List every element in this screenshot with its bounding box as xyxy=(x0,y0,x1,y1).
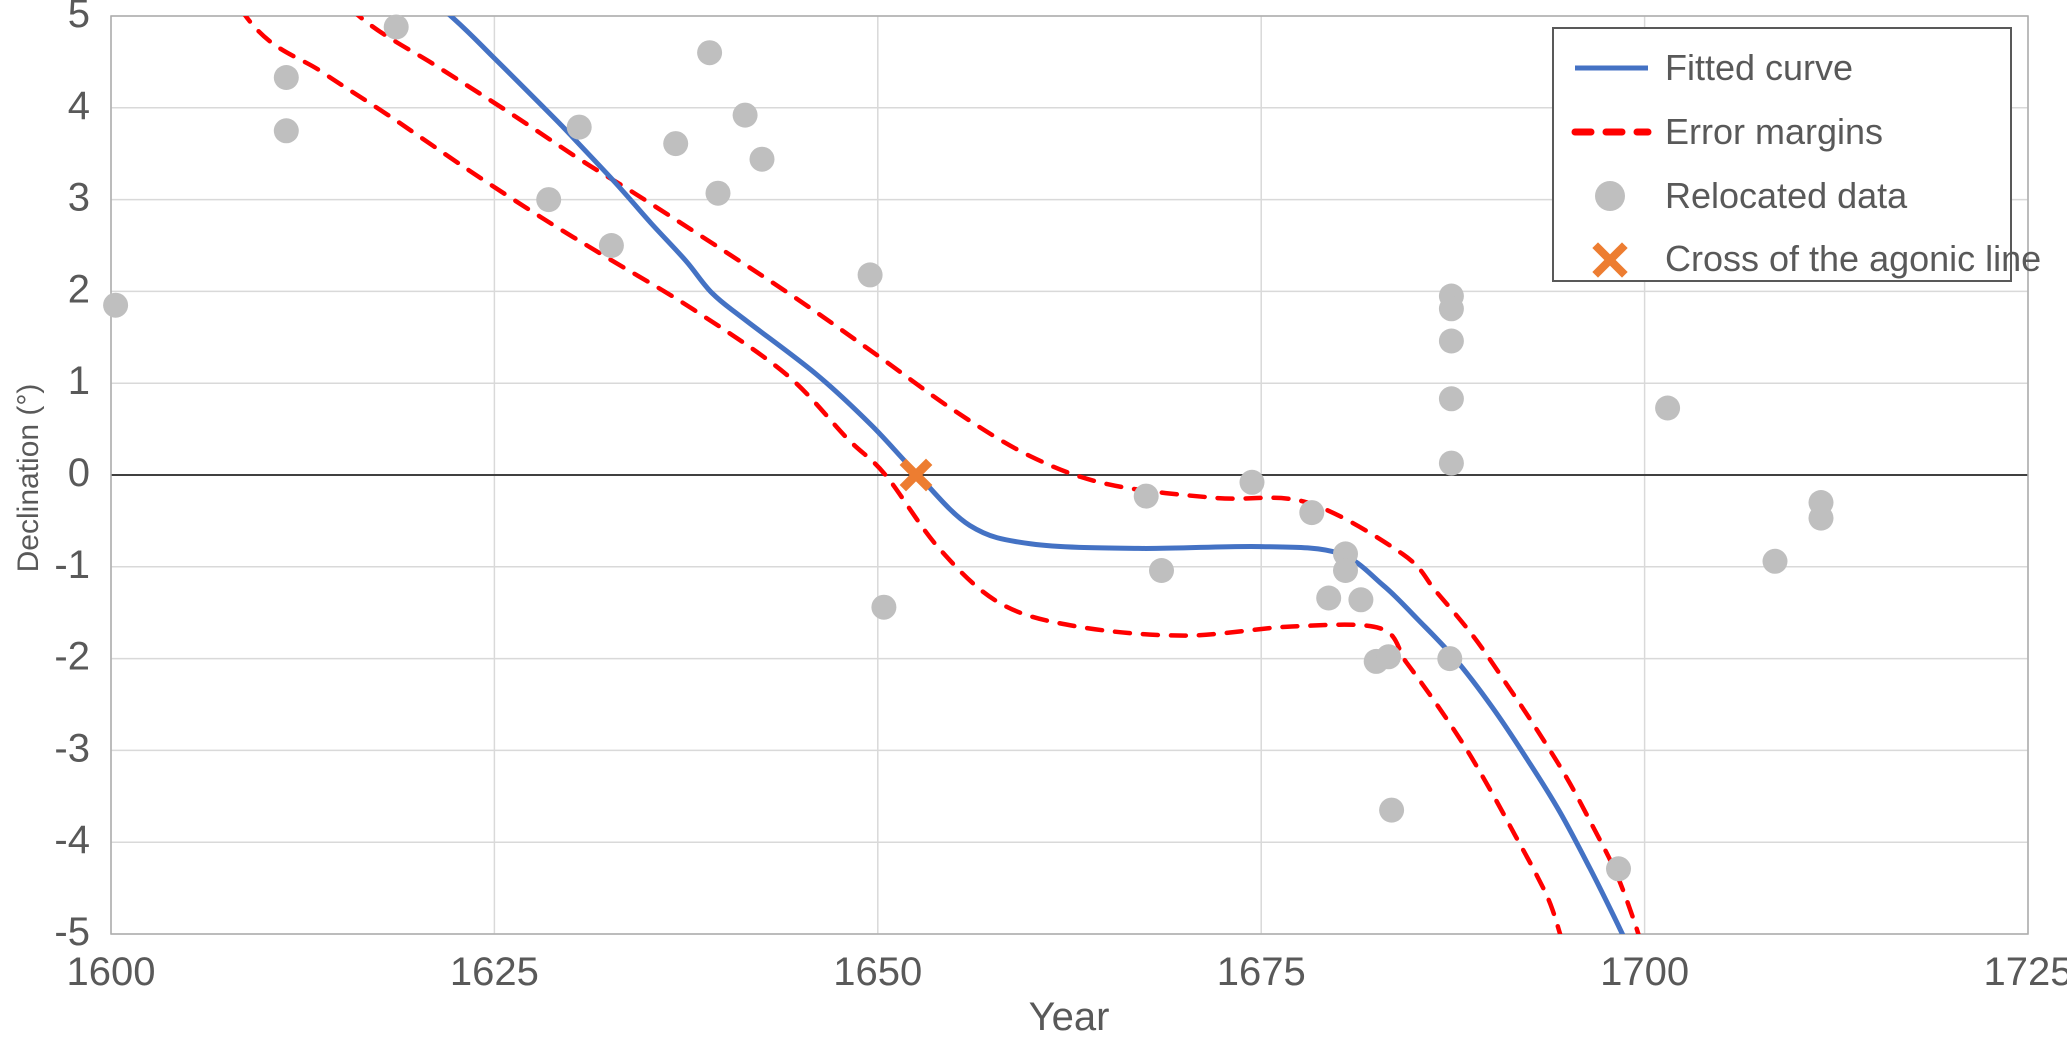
svg-text:1600: 1600 xyxy=(67,950,156,994)
svg-text:-2: -2 xyxy=(54,635,90,679)
svg-text:-5: -5 xyxy=(54,910,90,954)
svg-text:1625: 1625 xyxy=(450,950,539,994)
svg-text:Error margins: Error margins xyxy=(1665,111,1883,152)
svg-text:Fitted curve: Fitted curve xyxy=(1665,47,1853,88)
svg-text:1: 1 xyxy=(68,359,90,403)
svg-text:-4: -4 xyxy=(54,818,90,862)
svg-text:4: 4 xyxy=(68,84,90,128)
svg-text:3: 3 xyxy=(68,176,90,220)
svg-text:1700: 1700 xyxy=(1600,950,1689,994)
svg-text:1675: 1675 xyxy=(1217,950,1306,994)
svg-text:5: 5 xyxy=(68,0,90,36)
svg-text:0: 0 xyxy=(68,451,90,495)
svg-text:Cross of the agonic line: Cross of the agonic line xyxy=(1665,238,2041,279)
svg-text:2: 2 xyxy=(68,267,90,311)
svg-text:1650: 1650 xyxy=(833,950,922,994)
svg-text:Year: Year xyxy=(1029,995,1110,1039)
svg-text:-1: -1 xyxy=(54,543,90,587)
svg-text:Declination (°): Declination (°) xyxy=(12,384,45,573)
svg-text:1725: 1725 xyxy=(1984,950,2067,994)
svg-text:Relocated data: Relocated data xyxy=(1665,175,1908,216)
svg-text:-3: -3 xyxy=(54,726,90,770)
